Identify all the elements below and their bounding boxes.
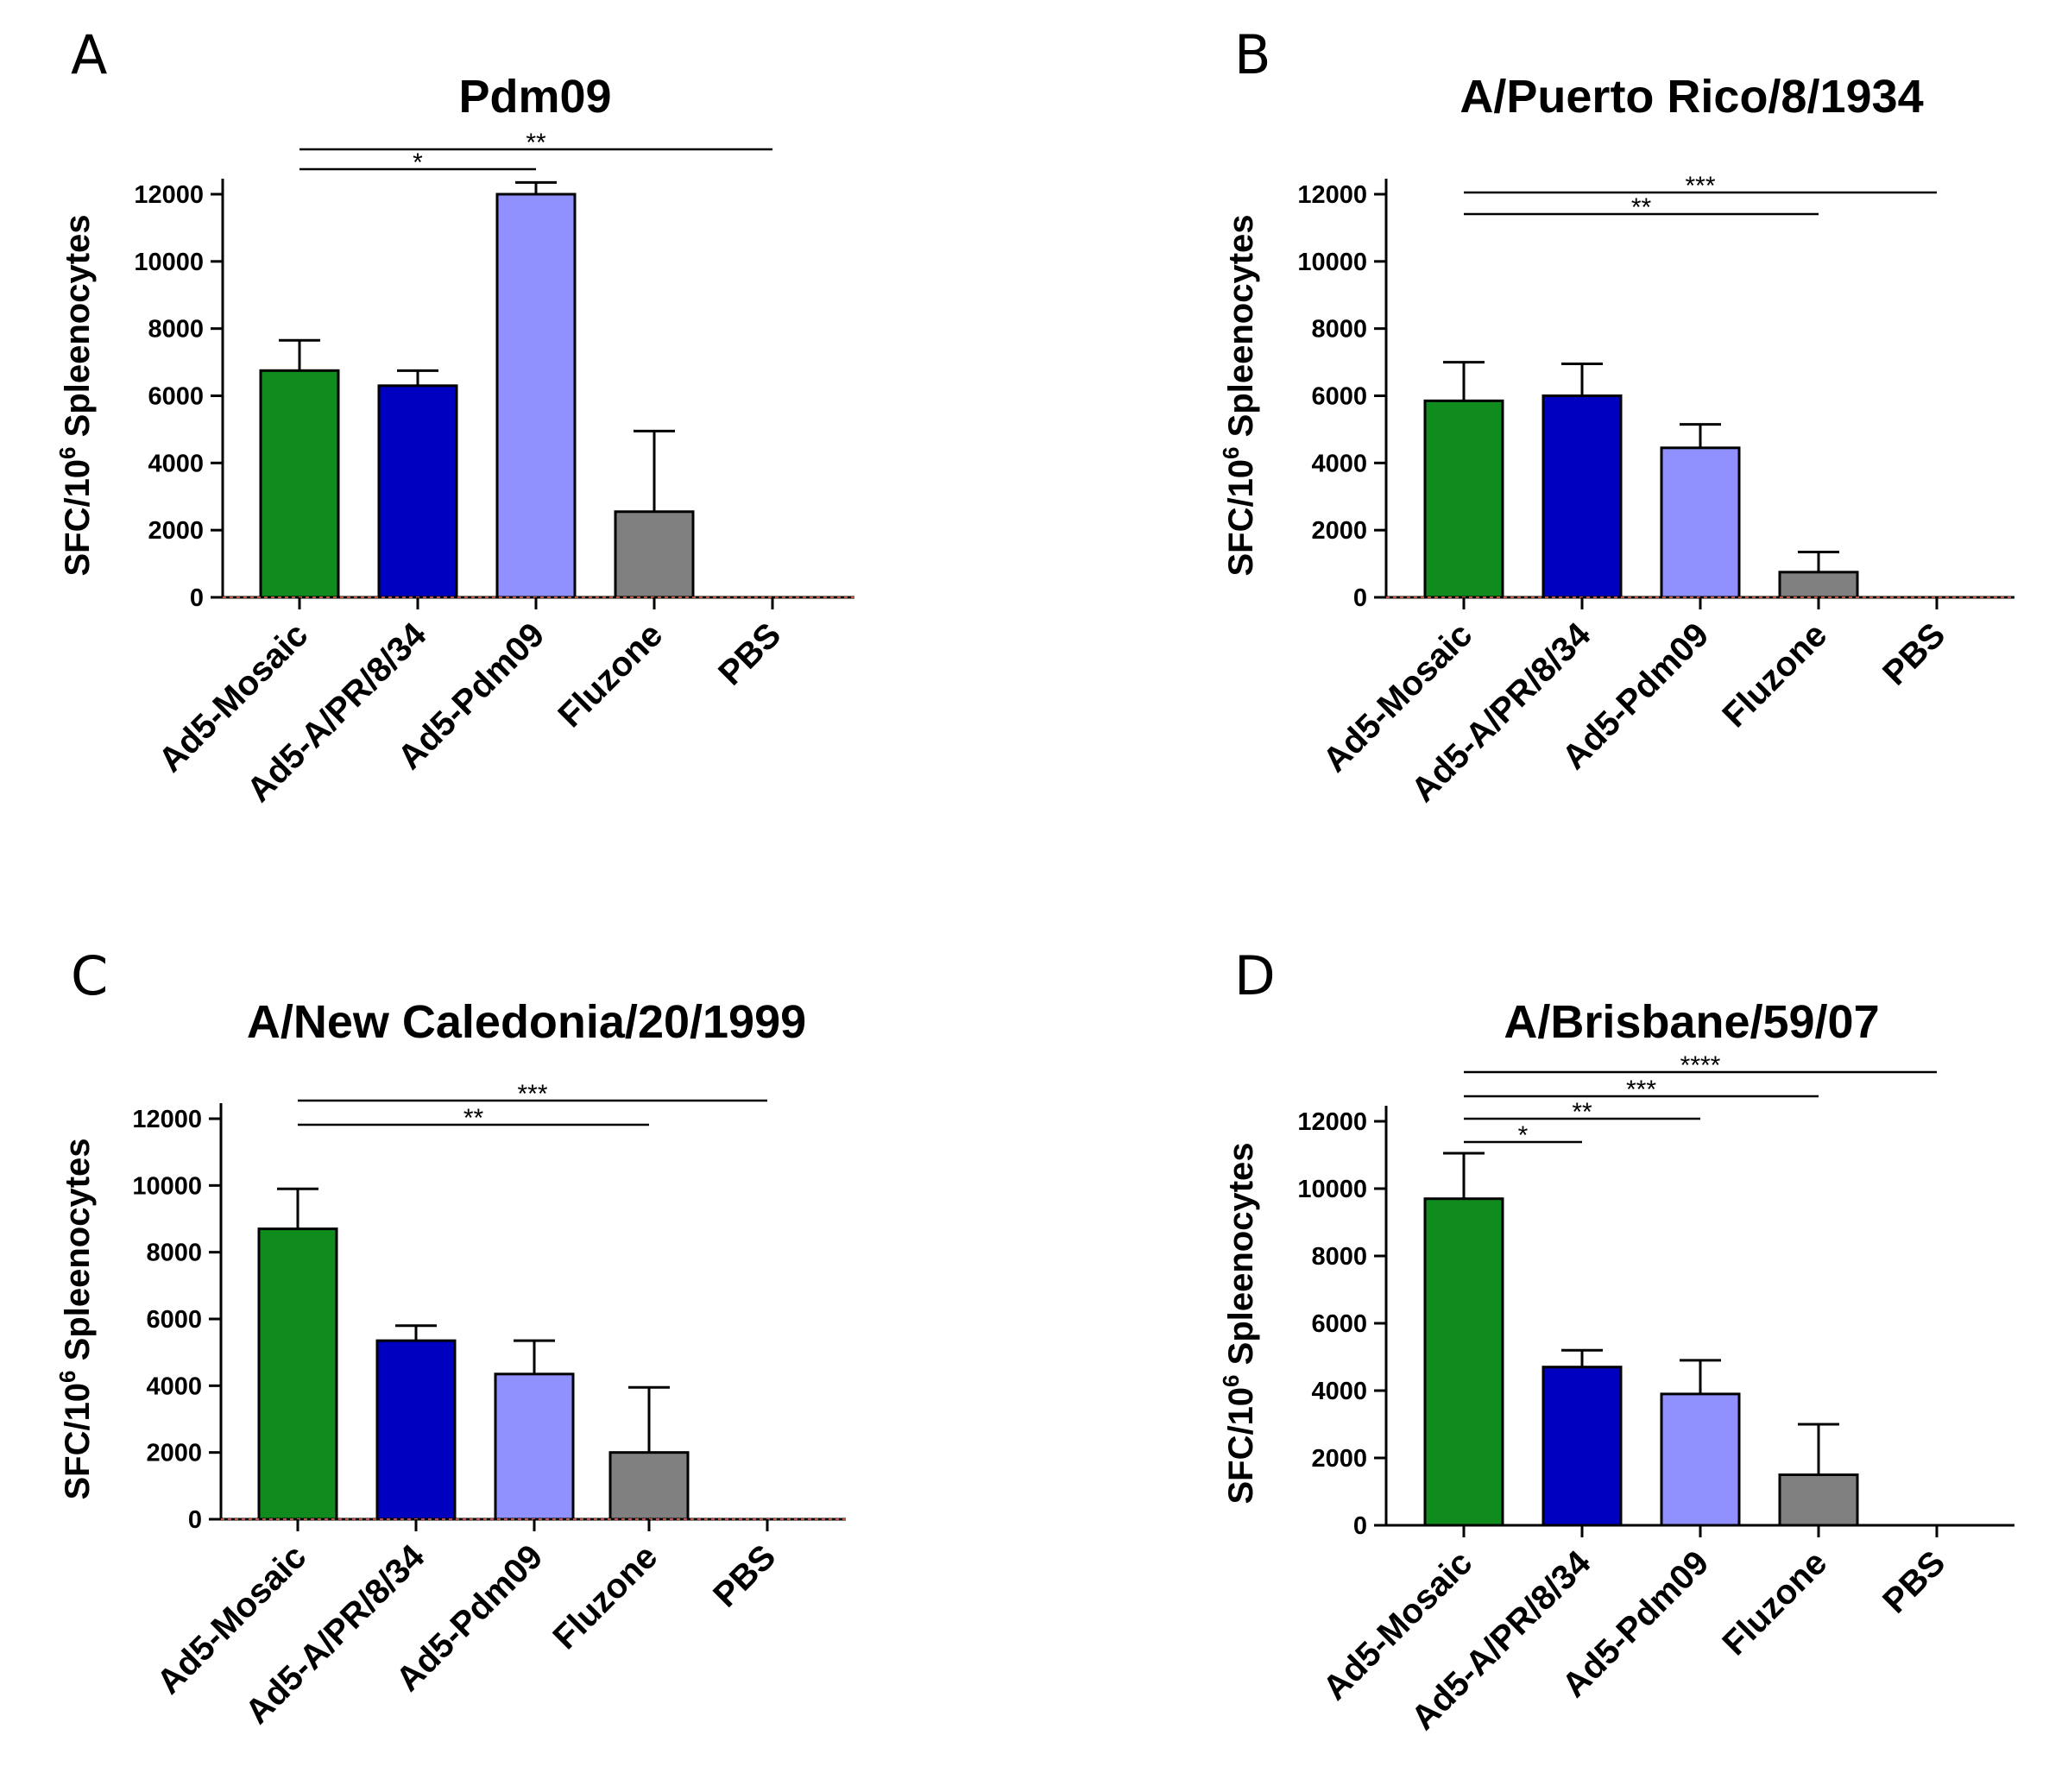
y-tick-label: 0 xyxy=(190,584,204,612)
y-tick-label: 4000 xyxy=(148,450,204,477)
significance-label: * xyxy=(413,148,423,177)
bar-fluzone xyxy=(1778,1473,1859,1527)
y-tick-label: 4000 xyxy=(1311,450,1367,477)
x-tick-label-fluzone: Fluzone xyxy=(1715,615,1834,735)
y-tick-label: 4000 xyxy=(1311,1378,1367,1405)
y-axis-label-main: SFC/10 xyxy=(59,459,97,577)
panel-d: D A/Brisbane/59/07 SFC/106 Spleenocytes 0 20… xyxy=(1218,944,2014,1738)
x-tick-label-pbs: PBS xyxy=(1876,615,1952,692)
y-tick-label: 2000 xyxy=(1311,517,1367,545)
y-tick-label: 12000 xyxy=(1297,181,1367,209)
y-axis-label-rest: Spleenocytes xyxy=(1222,1142,1260,1374)
y-tick-label: 8000 xyxy=(146,1240,202,1267)
significance-label: *** xyxy=(1626,1076,1656,1104)
bar-ad5-a-pr-8-34 xyxy=(377,384,458,599)
significance-label: * xyxy=(1518,1121,1529,1150)
bar-ad5-mosaic xyxy=(1423,1197,1504,1527)
y-tick-label: 12000 xyxy=(1297,1108,1367,1136)
y-axis-label: SFC/106 Spleenocytes xyxy=(54,1138,97,1499)
x-tick-label-fluzone: Fluzone xyxy=(1715,1543,1834,1663)
y-tick-label: 2000 xyxy=(146,1440,202,1467)
bar-fluzone xyxy=(1778,571,1859,599)
panel-letter: C xyxy=(71,944,108,1007)
y-tick-label: 12000 xyxy=(132,1106,202,1133)
y-tick-label: 10000 xyxy=(134,249,204,276)
bar-fluzone xyxy=(608,1451,690,1521)
chart-title: A/New Caledonia/20/1999 xyxy=(247,996,806,1048)
x-tick-label-fluzone: Fluzone xyxy=(545,1537,665,1656)
bar-ad5-a-pr-8-34 xyxy=(1541,1366,1623,1527)
y-tick-label: 8000 xyxy=(1311,1243,1367,1271)
panel-letter: B xyxy=(1234,23,1271,86)
x-tick-label-pbs: PBS xyxy=(706,1537,783,1614)
y-axis-label-rest: Spleenocytes xyxy=(1222,214,1260,446)
y-tick-label: 4000 xyxy=(146,1372,202,1400)
y-axis-label: SFC/106 Spleenocytes xyxy=(54,214,97,576)
significance-label: ** xyxy=(463,1104,484,1133)
y-axis-label-main: SFC/10 xyxy=(1222,459,1260,577)
bar-ad5-pdm09 xyxy=(1660,446,1741,599)
y-tick-label: 0 xyxy=(188,1506,202,1534)
y-tick-label: 0 xyxy=(1353,1512,1367,1540)
bar-ad5-a-pr-8-34 xyxy=(1541,394,1623,599)
y-axis-label-rest: Spleenocytes xyxy=(59,1138,97,1370)
panel-letter: A xyxy=(71,23,107,86)
y-axis-label: SFC/106 Spleenocytes xyxy=(1218,1142,1260,1504)
y-tick-label: 8000 xyxy=(1311,316,1367,344)
significance-label: ** xyxy=(1572,1098,1592,1126)
significance-label: **** xyxy=(1680,1051,1721,1080)
y-axis-label-sup: 6 xyxy=(1218,1374,1244,1386)
y-tick-label: 10000 xyxy=(1297,249,1367,276)
panel-a: A Pdm09 SFC/106 Spleenocytes 0 2000 4000 6000 8… xyxy=(54,23,854,810)
bar-ad5-mosaic xyxy=(259,369,340,599)
y-axis-label-main: SFC/10 xyxy=(1222,1387,1260,1505)
chart-title: A/Puerto Rico/8/1934 xyxy=(1460,71,1923,123)
y-tick-label: 10000 xyxy=(1297,1176,1367,1203)
x-tick-label-pbs: PBS xyxy=(711,615,788,692)
y-axis-label-rest: Spleenocytes xyxy=(59,214,97,446)
chart-title: A/Brisbane/59/07 xyxy=(1504,996,1879,1048)
y-tick-label: 2000 xyxy=(1311,1445,1367,1473)
y-axis-label: SFC/106 Spleenocytes xyxy=(1218,214,1260,576)
significance-label: ** xyxy=(1631,193,1652,222)
y-tick-label: 8000 xyxy=(148,316,204,344)
significance-label: *** xyxy=(517,1080,547,1108)
y-tick-label: 6000 xyxy=(1311,1310,1367,1338)
y-tick-label: 12000 xyxy=(134,181,204,209)
panel-c: C A/New Caledonia/20/1999 SFC/106 Spleenoc… xyxy=(54,944,846,1732)
y-tick-label: 6000 xyxy=(148,383,204,411)
y-tick-label: 0 xyxy=(1353,584,1367,612)
y-axis-label-main: SFC/10 xyxy=(59,1383,97,1500)
bar-ad5-a-pr-8-34 xyxy=(375,1339,457,1521)
bar-ad5-pdm09 xyxy=(1660,1392,1741,1527)
y-axis-label-sup: 6 xyxy=(54,1370,80,1382)
bar-ad5-pdm09 xyxy=(495,192,577,599)
y-tick-label: 6000 xyxy=(146,1306,202,1334)
bar-ad5-mosaic xyxy=(257,1227,338,1521)
bar-ad5-pdm09 xyxy=(494,1372,575,1521)
y-tick-label: 6000 xyxy=(1311,383,1367,411)
y-axis-label-sup: 6 xyxy=(1218,446,1244,458)
y-tick-label: 10000 xyxy=(132,1172,202,1200)
panel-letter: D xyxy=(1234,944,1276,1007)
panel-b: B A/Puerto Rico/8/1934 SFC/106 Spleenocyte… xyxy=(1218,23,2014,810)
bar-fluzone xyxy=(614,510,695,599)
y-tick-label: 2000 xyxy=(148,517,204,545)
chart-title: Pdm09 xyxy=(458,71,611,123)
significance-label: ** xyxy=(526,129,546,157)
significance-label: *** xyxy=(1685,172,1715,200)
y-axis-label-sup: 6 xyxy=(54,446,80,458)
x-tick-label-pbs: PBS xyxy=(1876,1543,1952,1620)
x-tick-label-fluzone: Fluzone xyxy=(551,615,670,735)
bar-ad5-mosaic xyxy=(1423,399,1504,599)
